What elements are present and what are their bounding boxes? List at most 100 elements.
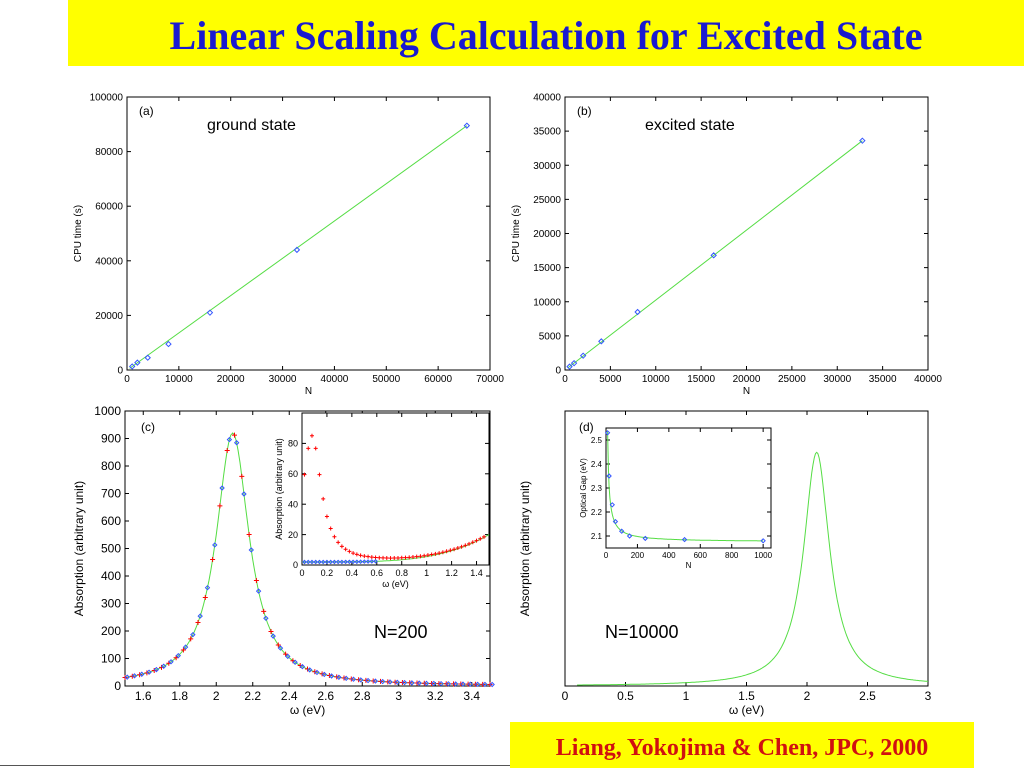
panel-d-inset-x-tick-label: 0 xyxy=(604,551,609,560)
panel-c-blue-marker xyxy=(219,485,225,491)
panel-c-blue-marker xyxy=(182,644,189,650)
panel-c-inset-red-marker xyxy=(358,553,363,558)
panel-a-data-point xyxy=(293,246,301,254)
panel-b-y-tick-label: 10000 xyxy=(533,297,561,308)
panel-c-blue-marker xyxy=(350,676,357,682)
panel-c-inset-red-marker xyxy=(302,472,307,477)
citation-box: Liang, Yokojima & Chen, JPC, 2000 xyxy=(510,722,974,768)
panel-c-blue-marker xyxy=(365,677,371,684)
panel-d-inset-x-tick-label: 800 xyxy=(725,551,739,560)
panel-c-red-marker xyxy=(202,595,208,601)
panel-c-blue-marker xyxy=(190,631,196,638)
panel-a-data-point xyxy=(128,363,136,370)
panel-b-y-tick-label: 35000 xyxy=(533,127,561,138)
panel-a-x-tick-label: 0 xyxy=(124,374,130,385)
panel-c-blue-marker xyxy=(175,652,181,659)
panel-c-blue-marker xyxy=(306,667,313,673)
panel-c-blue-marker xyxy=(321,671,327,678)
panel-c-blue-marker xyxy=(379,678,386,685)
panel-c-inset-red-marker xyxy=(347,549,352,554)
panel-a-data-point xyxy=(134,359,141,366)
panel-c-blue-marker xyxy=(358,677,364,683)
panel-c-inset-red-marker xyxy=(377,555,382,560)
panel-a-annotation: ground state xyxy=(207,117,296,134)
panel-b-annotation: excited state xyxy=(645,117,735,134)
panel-d-inset-data-point xyxy=(604,430,611,436)
panel-c-inset-blue-marker xyxy=(347,559,352,565)
panel-c-blue-marker xyxy=(255,588,262,594)
panel-c-inset-red-marker xyxy=(467,541,472,546)
panel-d-y-axis-label: Absorption (arbitrary unit) xyxy=(518,481,532,616)
panel-c-inset-x-axis-label: ω (eV) xyxy=(382,579,409,589)
panel-c-inset-red-marker xyxy=(410,555,415,560)
panel-a: 0 10000 20000 30000 40000 50000 60000 70000 0 200… xyxy=(73,93,504,398)
panel-c-inset-blue-marker xyxy=(328,559,333,565)
panel-c-x-tick-label: 1.8 xyxy=(171,689,188,703)
panel-c-inset-red-marker xyxy=(395,555,400,560)
panel-a-y-tick-label: 100000 xyxy=(90,93,124,104)
panel-d-inset-y-tick-label: 2.1 xyxy=(591,532,603,541)
panel-c-blue-marker xyxy=(139,671,145,677)
panel-d-inset-bg xyxy=(606,428,771,548)
panel-c-inset-red-marker xyxy=(339,544,344,549)
panel-c-inset-red-marker xyxy=(482,534,487,539)
panel-c-blue-marker xyxy=(482,681,488,688)
panel-c-y-tick-label: 500 xyxy=(101,542,121,556)
panel-c-blue-marker xyxy=(460,681,466,687)
panel-b-data-point xyxy=(566,363,573,370)
panel-c-inset-red-marker xyxy=(399,555,404,560)
panel-b: 0 5000 10000 15000 20000 25000 30000 35000 40000… xyxy=(511,93,942,398)
panel-d-inset-x-tick-label: 200 xyxy=(631,551,645,560)
panel-c-inset-x-tick-label: 0.4 xyxy=(346,568,359,578)
panel-a-data-point xyxy=(165,340,172,348)
panel-c-y-tick-label: 400 xyxy=(101,569,121,583)
panel-b-y-tick-label: 15000 xyxy=(533,263,561,274)
panel-c-inset-red-marker xyxy=(429,552,434,557)
panel-c-blue-marker xyxy=(233,440,240,446)
panel-c-red-marker xyxy=(275,642,281,648)
panel-c-x-tick-label: 1.6 xyxy=(135,689,152,703)
panel-c-inset-red-marker xyxy=(474,538,479,543)
title-banner: Linear Scaling Calculation for Excited S… xyxy=(68,0,1024,66)
panel-c-y-tick-label: 700 xyxy=(101,487,121,501)
panel-c-inset-red-marker xyxy=(448,548,453,553)
panel-c-inset-red-marker xyxy=(306,446,311,451)
panel-c-inset-red-marker xyxy=(373,555,378,560)
panel-a-x-tick-label: 60000 xyxy=(424,374,452,385)
panel-c-x-tick-label: 3.2 xyxy=(427,689,444,703)
panel-c-x-tick-label: 2.4 xyxy=(281,689,298,703)
panel-c-inset-red-marker xyxy=(463,543,468,548)
panel-a-data-point xyxy=(463,122,471,129)
panel-d-inset-x-tick-label: 400 xyxy=(662,551,676,560)
panel-c-y-tick-label: 0 xyxy=(114,679,121,693)
panel-c: 1.6 1.8 2 2.2 2.4 2.6 2.8 3 3.2 3.401002003004005… xyxy=(72,404,495,717)
panel-d-spectrum-line xyxy=(577,451,929,686)
panel-c-inset-x-tick-label: 1 xyxy=(424,568,429,578)
panel-c-inset-blue-marker xyxy=(369,559,375,564)
panel-c-inset-blue-marker xyxy=(317,559,322,565)
panel-b-y-tick-label: 40000 xyxy=(533,93,561,104)
panel-c-blue-marker xyxy=(285,653,291,660)
panel-a-axes-frame xyxy=(126,96,491,371)
panel-c-inset-x-tick-label: 1.4 xyxy=(470,568,483,578)
panel-c-blue-marker xyxy=(467,681,473,687)
panel-a-data-point xyxy=(144,354,151,361)
panel-c-blue-marker xyxy=(474,681,481,688)
panel-c-inset-red-marker xyxy=(366,554,371,559)
panel-b-x-tick-label: 10000 xyxy=(642,374,670,385)
panel-c-y-tick-label: 900 xyxy=(101,432,121,446)
panel-c-inset-y-tick-label: 40 xyxy=(288,499,298,509)
panel-b-data-point xyxy=(710,252,717,259)
panel-a-x-tick-label: 30000 xyxy=(269,374,297,385)
panel-a-x-tick-label: 20000 xyxy=(217,374,245,385)
citation-text: Liang, Yokojima & Chen, JPC, 2000 xyxy=(555,735,929,761)
panel-c-blue-marker xyxy=(343,675,349,682)
panel-c-y-tick-label: 600 xyxy=(101,514,121,528)
panel-d-inset-data-point xyxy=(626,533,633,539)
panel-c-inset-red-marker xyxy=(384,556,389,561)
panel-c-red-marker xyxy=(210,557,216,562)
panel-b-x-tick-label: 20000 xyxy=(733,374,761,385)
panel-c-inset-red-marker xyxy=(392,556,397,561)
panel-b-y-tick-label: 30000 xyxy=(533,161,561,172)
panel-a-y-axis-label: CPU time (s) xyxy=(73,205,84,262)
